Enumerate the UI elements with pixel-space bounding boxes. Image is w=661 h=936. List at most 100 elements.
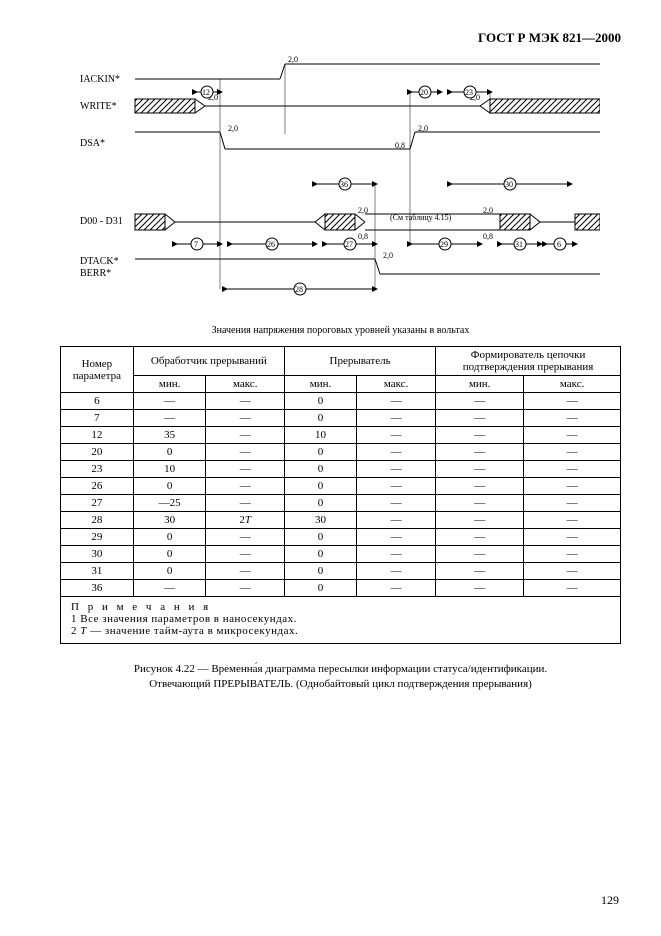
notes-line2: 2 T — значение тайм-аута в микросекундах…: [71, 625, 610, 637]
doc-header: ГОСТ Р МЭК 821—2000: [60, 30, 621, 46]
volt-label: 2,0: [383, 251, 393, 260]
table-row: 1235—10———: [61, 427, 621, 444]
table-cell: —: [357, 512, 436, 529]
table-cell: 0: [133, 529, 206, 546]
table-row: 310—0———: [61, 563, 621, 580]
table-cell: —: [524, 512, 621, 529]
table-row: 2310—0———: [61, 461, 621, 478]
table-cell: —: [206, 393, 285, 410]
table-cell: —: [524, 580, 621, 597]
notes-line1: 1 Все значения параметров в наносекундах…: [71, 613, 610, 625]
volt-label: 2,0: [228, 124, 238, 133]
table-cell: 0: [284, 546, 356, 563]
table-cell: —: [357, 427, 436, 444]
diagram-caption: Значения напряжения пороговых уровней ук…: [60, 325, 621, 336]
table-cell: —: [436, 461, 524, 478]
table-row: 260—0———: [61, 478, 621, 495]
tl-29: 29: [440, 240, 448, 249]
table-cell: 20: [61, 444, 134, 461]
signal-iackin: IACKIN*: [80, 74, 120, 85]
sub-min: мин.: [284, 376, 356, 393]
table-cell: —: [133, 393, 206, 410]
table-cell: —: [436, 427, 524, 444]
page-number: 129: [601, 893, 619, 908]
table-cell: —: [206, 444, 285, 461]
table-cell: —: [206, 529, 285, 546]
tl-31: 31: [515, 240, 523, 249]
sub-max: макс.: [524, 376, 621, 393]
tl-12: 12: [202, 88, 210, 97]
table-cell: —: [357, 444, 436, 461]
table-cell: 10: [284, 427, 356, 444]
table-cell: —: [524, 478, 621, 495]
table-ref: (См таблицу 4.15): [390, 213, 452, 222]
table-cell: —: [524, 563, 621, 580]
table-cell: 0: [284, 461, 356, 478]
table-cell: —: [206, 427, 285, 444]
col-handler: Обработчик прерываний: [133, 347, 284, 376]
volt-label: 2,0: [288, 55, 298, 64]
signal-write: WRITE*: [80, 101, 117, 112]
table-cell: —: [436, 512, 524, 529]
timing-diagram: IACKIN* 2,0 WRITE* 2,0 2,0 DSA* 2,0 2: [80, 54, 621, 319]
table-cell: 30: [61, 546, 134, 563]
table-cell: —: [436, 546, 524, 563]
params-table: Номер параметра Обработчик прерываний Пр…: [60, 346, 621, 597]
table-cell: 23: [61, 461, 134, 478]
table-row: 7——0———: [61, 410, 621, 427]
table-cell: —: [524, 427, 621, 444]
table-cell: 35: [133, 427, 206, 444]
tl-28: 28: [295, 285, 303, 294]
notes-block: П р и м е ч а н и я 1 Все значения парам…: [60, 597, 621, 644]
tl-36: 36: [340, 180, 348, 189]
table-cell: —: [357, 393, 436, 410]
table-cell: 0: [284, 444, 356, 461]
col-interrupter: Прерыватель: [284, 347, 435, 376]
table-cell: —: [206, 580, 285, 597]
table-cell: —: [357, 580, 436, 597]
table-row: 6——0———: [61, 393, 621, 410]
table-cell: 6: [61, 393, 134, 410]
table-cell: 0: [284, 529, 356, 546]
table-cell: —: [524, 393, 621, 410]
table-body: 6——0———7——0———1235—10———200—0———2310—0——…: [61, 393, 621, 597]
volt-label: 2,0: [418, 124, 428, 133]
table-cell: 0: [284, 410, 356, 427]
table-cell: 0: [133, 546, 206, 563]
table-cell: —: [206, 410, 285, 427]
table-cell: 26: [61, 478, 134, 495]
volt-label: 0,8: [395, 141, 405, 150]
table-cell: —: [357, 529, 436, 546]
volt-label: 0,8: [483, 232, 493, 241]
fig-line2: Отвечающий ПРЕРЫВАТЕЛЬ. (Однобайтовый ци…: [60, 677, 621, 692]
table-cell: —: [133, 410, 206, 427]
table-cell: —: [524, 444, 621, 461]
table-cell: 36: [61, 580, 134, 597]
table-cell: —: [206, 546, 285, 563]
table-cell: —: [206, 563, 285, 580]
signal-berr: BERR*: [80, 268, 111, 279]
table-cell: 27: [61, 495, 134, 512]
table-cell: —: [206, 461, 285, 478]
sub-max: макс.: [206, 376, 285, 393]
table-cell: 30: [133, 512, 206, 529]
table-cell: —: [436, 410, 524, 427]
table-row: 27—25—0———: [61, 495, 621, 512]
tl-20: 20: [420, 88, 428, 97]
table-cell: 10: [133, 461, 206, 478]
table-row: 28302T30———: [61, 512, 621, 529]
table-cell: —: [133, 580, 206, 597]
figure-caption: Рисунок 4.22 — Временна́я диаграмма пере…: [60, 662, 621, 692]
volt-label: 0,8: [358, 232, 368, 241]
table-cell: —: [524, 529, 621, 546]
table-row: 290—0———: [61, 529, 621, 546]
table-cell: —: [524, 495, 621, 512]
table-row: 200—0———: [61, 444, 621, 461]
sub-min: мин.: [436, 376, 524, 393]
table-cell: —: [524, 546, 621, 563]
table-cell: —: [206, 478, 285, 495]
table-cell: 30: [284, 512, 356, 529]
table-cell: —: [357, 478, 436, 495]
page: ГОСТ Р МЭК 821—2000 IACKIN* 2,0 WRITE*: [0, 0, 661, 936]
tl-6: 6: [557, 240, 561, 249]
